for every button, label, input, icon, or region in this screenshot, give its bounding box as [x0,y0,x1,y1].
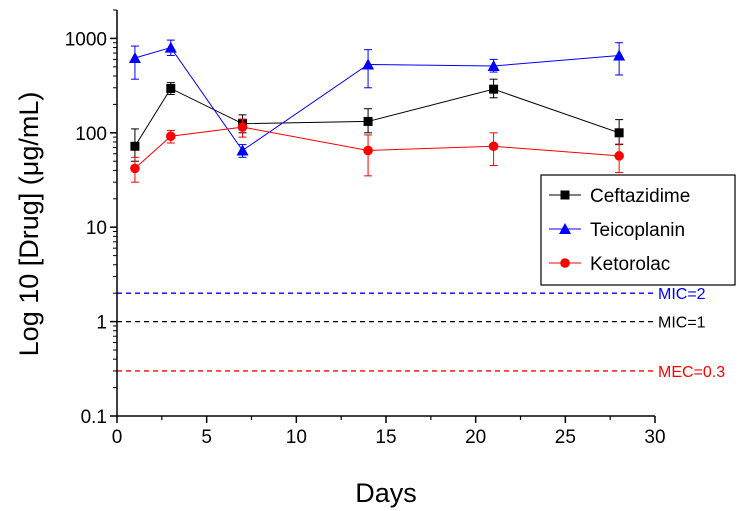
data-point [362,58,375,70]
data-point [613,49,626,61]
x-tick-label: 15 [375,427,396,448]
y-tick-label: 1 [96,313,107,334]
data-point [614,151,624,161]
series-ketorolac [130,118,624,183]
data-point [363,116,373,126]
data-point [488,141,499,152]
data-point [363,145,373,156]
series-teicoplanin [128,39,626,158]
x-tick-label: 25 [555,427,576,448]
legend-label: Ceftazidime [590,186,690,207]
data-point [166,131,176,142]
x-tick-label: 30 [644,427,665,448]
x-axis-title: Days [355,478,417,508]
x-tick-label: 10 [286,427,307,448]
legend-label: Ketorolac [590,254,670,275]
data-point [489,84,499,94]
y-tick-label: 0.1 [81,407,107,428]
y-tick-label: 10 [86,218,107,239]
data-point [560,258,570,268]
y-tick-label: 100 [75,124,107,145]
reference-line-label: MIC=1 [658,315,706,332]
series-ceftazidime [130,78,624,162]
reference-line-label: MEC=0.3 [658,364,725,381]
data-point [560,190,570,200]
data-point [236,144,249,156]
axes: 0 5 10 15 20 25 30 0.1 1 10 100 1000 [65,9,666,448]
data-point [130,163,140,174]
data-point [128,52,141,64]
series-line [134,46,620,152]
data-point [559,223,571,234]
x-tick-label: 0 [112,427,123,448]
data-point [487,60,500,72]
data-point [237,122,248,132]
data-point [614,128,624,138]
legend-box [540,174,736,286]
series-layer [128,39,626,183]
y-tick-label: 1000 [65,29,107,50]
x-tick-label: 20 [465,427,486,448]
series-line [134,87,620,147]
legend: Ceftazidime Teicoplanin Ketorolac [540,174,736,286]
legend-label: Teicoplanin [590,220,685,241]
data-point [130,141,140,151]
series-line [134,126,620,169]
x-tick-label: 5 [201,427,212,448]
reference-line-label: MIC=2 [658,286,706,303]
data-point [164,41,177,53]
data-point [166,83,176,93]
reference-lines: MIC=2 MIC=1 MEC=0.3 [117,286,725,381]
y-axis-title: Log 10 [Drug] (μg/mL) [14,92,44,357]
